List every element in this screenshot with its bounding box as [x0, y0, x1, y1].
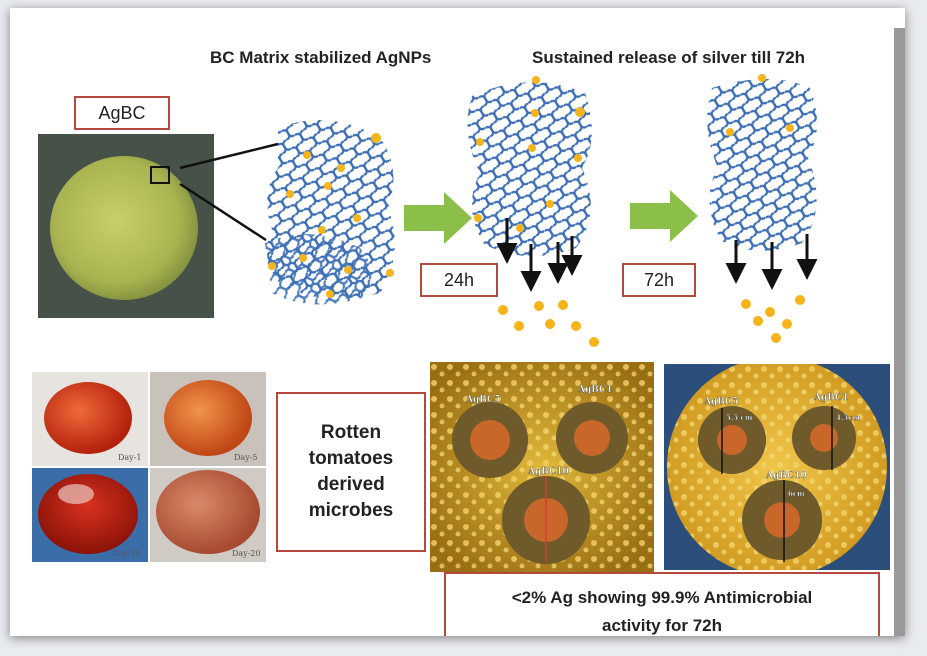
plate2-label-agbc1: AgBC1	[813, 393, 848, 403]
plate2-measure-agbc1: 4.5cm	[836, 413, 860, 422]
agbc-film-photo	[38, 134, 214, 318]
plate2-label-agbc10: AgBC10	[765, 471, 807, 481]
green-arrow-2	[630, 190, 698, 242]
plate1-label-agbc5: AgBC5	[465, 395, 500, 405]
right-edge-bar	[894, 28, 905, 636]
plate2-label-agbc5: AgBC5	[703, 397, 738, 407]
petri-plate-1: AgBC5 AgBC1 AgBC10	[430, 362, 654, 572]
zoom-square	[150, 166, 170, 184]
time-label-72h: 72h	[622, 263, 696, 297]
plate1-label-agbc1: AgBC1	[577, 385, 612, 395]
result-box: <2% Ag showing 99.9% Antimicrobial activ…	[444, 572, 880, 636]
microbes-box: Rotten tomatoes derived microbes	[276, 392, 426, 552]
tomato-day20-label: Day-20	[232, 549, 261, 558]
tomato-day15-label: Day-15	[112, 549, 141, 558]
tomato-day5-label: Day-5	[234, 453, 258, 462]
matrix-title: BC Matrix stabilized AgNPs	[210, 48, 432, 67]
bc-mesh-24h	[467, 76, 599, 347]
plate2-measure-agbc10: 6cm	[788, 489, 805, 498]
release-title: Sustained release of silver till 72h	[532, 48, 806, 67]
green-arrow-1	[404, 192, 472, 244]
tomato-photo-grid: Day-1 Day-5 Day-15 Day-20	[32, 372, 266, 562]
agbc-label: AgBC	[74, 96, 170, 130]
plate2-measure-agbc5: 5.5 cm	[726, 413, 753, 422]
zoom-line-top	[179, 142, 279, 170]
bc-mesh-loaded	[265, 120, 395, 305]
petri-plate-2: AgBC5 AgBC1 AgBC10 5.5 cm 4.5cm 6cm	[664, 364, 890, 570]
release-diagram	[179, 74, 818, 347]
bc-mesh-72h	[707, 74, 818, 343]
figure-card: BC Matrix stabilized AgNPs Sustained rel…	[10, 8, 905, 636]
zoom-line-bottom	[179, 182, 267, 242]
plate1-label-agbc10: AgBC10	[527, 467, 569, 477]
tomato-day1-label: Day-1	[118, 453, 142, 462]
time-label-24h: 24h	[420, 263, 498, 297]
